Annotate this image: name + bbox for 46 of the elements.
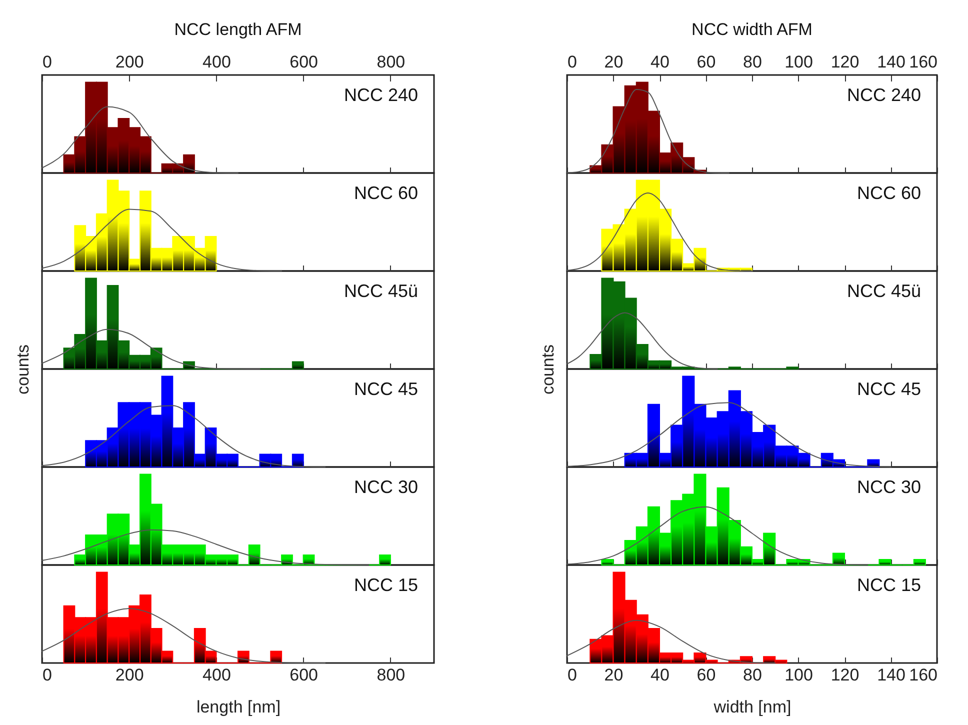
annotation: NCC 45ü [344,281,418,301]
annotation: NCC 45 [354,379,418,399]
x2-tick-label: 600 [290,52,318,72]
x2-tick-label: 100 [784,52,813,72]
x2-tick-label: 160 [909,52,938,72]
x-tick-label: 400 [202,666,231,684]
x2-tick-label: 200 [115,52,144,72]
x-tick-label: 0 [568,666,577,684]
x-tick-label: 160 [909,666,938,684]
x-tick-label: 600 [290,666,318,684]
x-tick-label: 140 [877,666,906,684]
x2-tick-label: 800 [376,52,406,72]
x2-tick-label: 80 [743,52,762,72]
x2-tick-label: 140 [877,52,906,72]
x2-tick-label: 400 [202,52,231,72]
annotation: NCC 15 [856,575,921,595]
x2-tick-label: 0 [568,52,577,72]
x-tick-label: 20 [604,666,624,684]
chart-title: NCC width AFM [692,20,812,39]
y-axis-title: counts [538,344,558,395]
annotation: NCC 60 [354,183,418,203]
x2-tick-label: 20 [604,52,624,72]
x2-tick-label: 120 [830,52,860,72]
chart-title: NCC length AFM [174,20,302,39]
x-tick-label: 80 [743,666,762,684]
x-tick-label: 60 [696,666,716,684]
annotation: NCC 240 [846,85,921,105]
annotation: NCC 15 [354,575,418,595]
x2-tick-label: 60 [696,52,716,72]
x2-tick-label: 40 [650,52,670,72]
x-axis-title: width [nm] [712,698,792,716]
x-tick-label: 40 [650,666,670,684]
annotation: NCC 30 [354,477,418,497]
x-tick-label: 200 [115,666,144,684]
x-axis-title: length [nm] [196,698,281,716]
x-tick-label: 100 [784,666,813,684]
x-tick-label: 800 [376,666,406,684]
x2-tick-label: 0 [42,52,52,72]
annotation: NCC 240 [344,85,418,105]
annotation: NCC 45 [856,379,921,399]
y-axis-title: counts [14,344,32,395]
annotation: NCC 30 [856,477,921,497]
annotation: NCC 45ü [846,281,921,301]
annotation: NCC 60 [856,183,921,203]
x-tick-label: 120 [830,666,860,684]
x-tick-label: 0 [42,666,52,684]
